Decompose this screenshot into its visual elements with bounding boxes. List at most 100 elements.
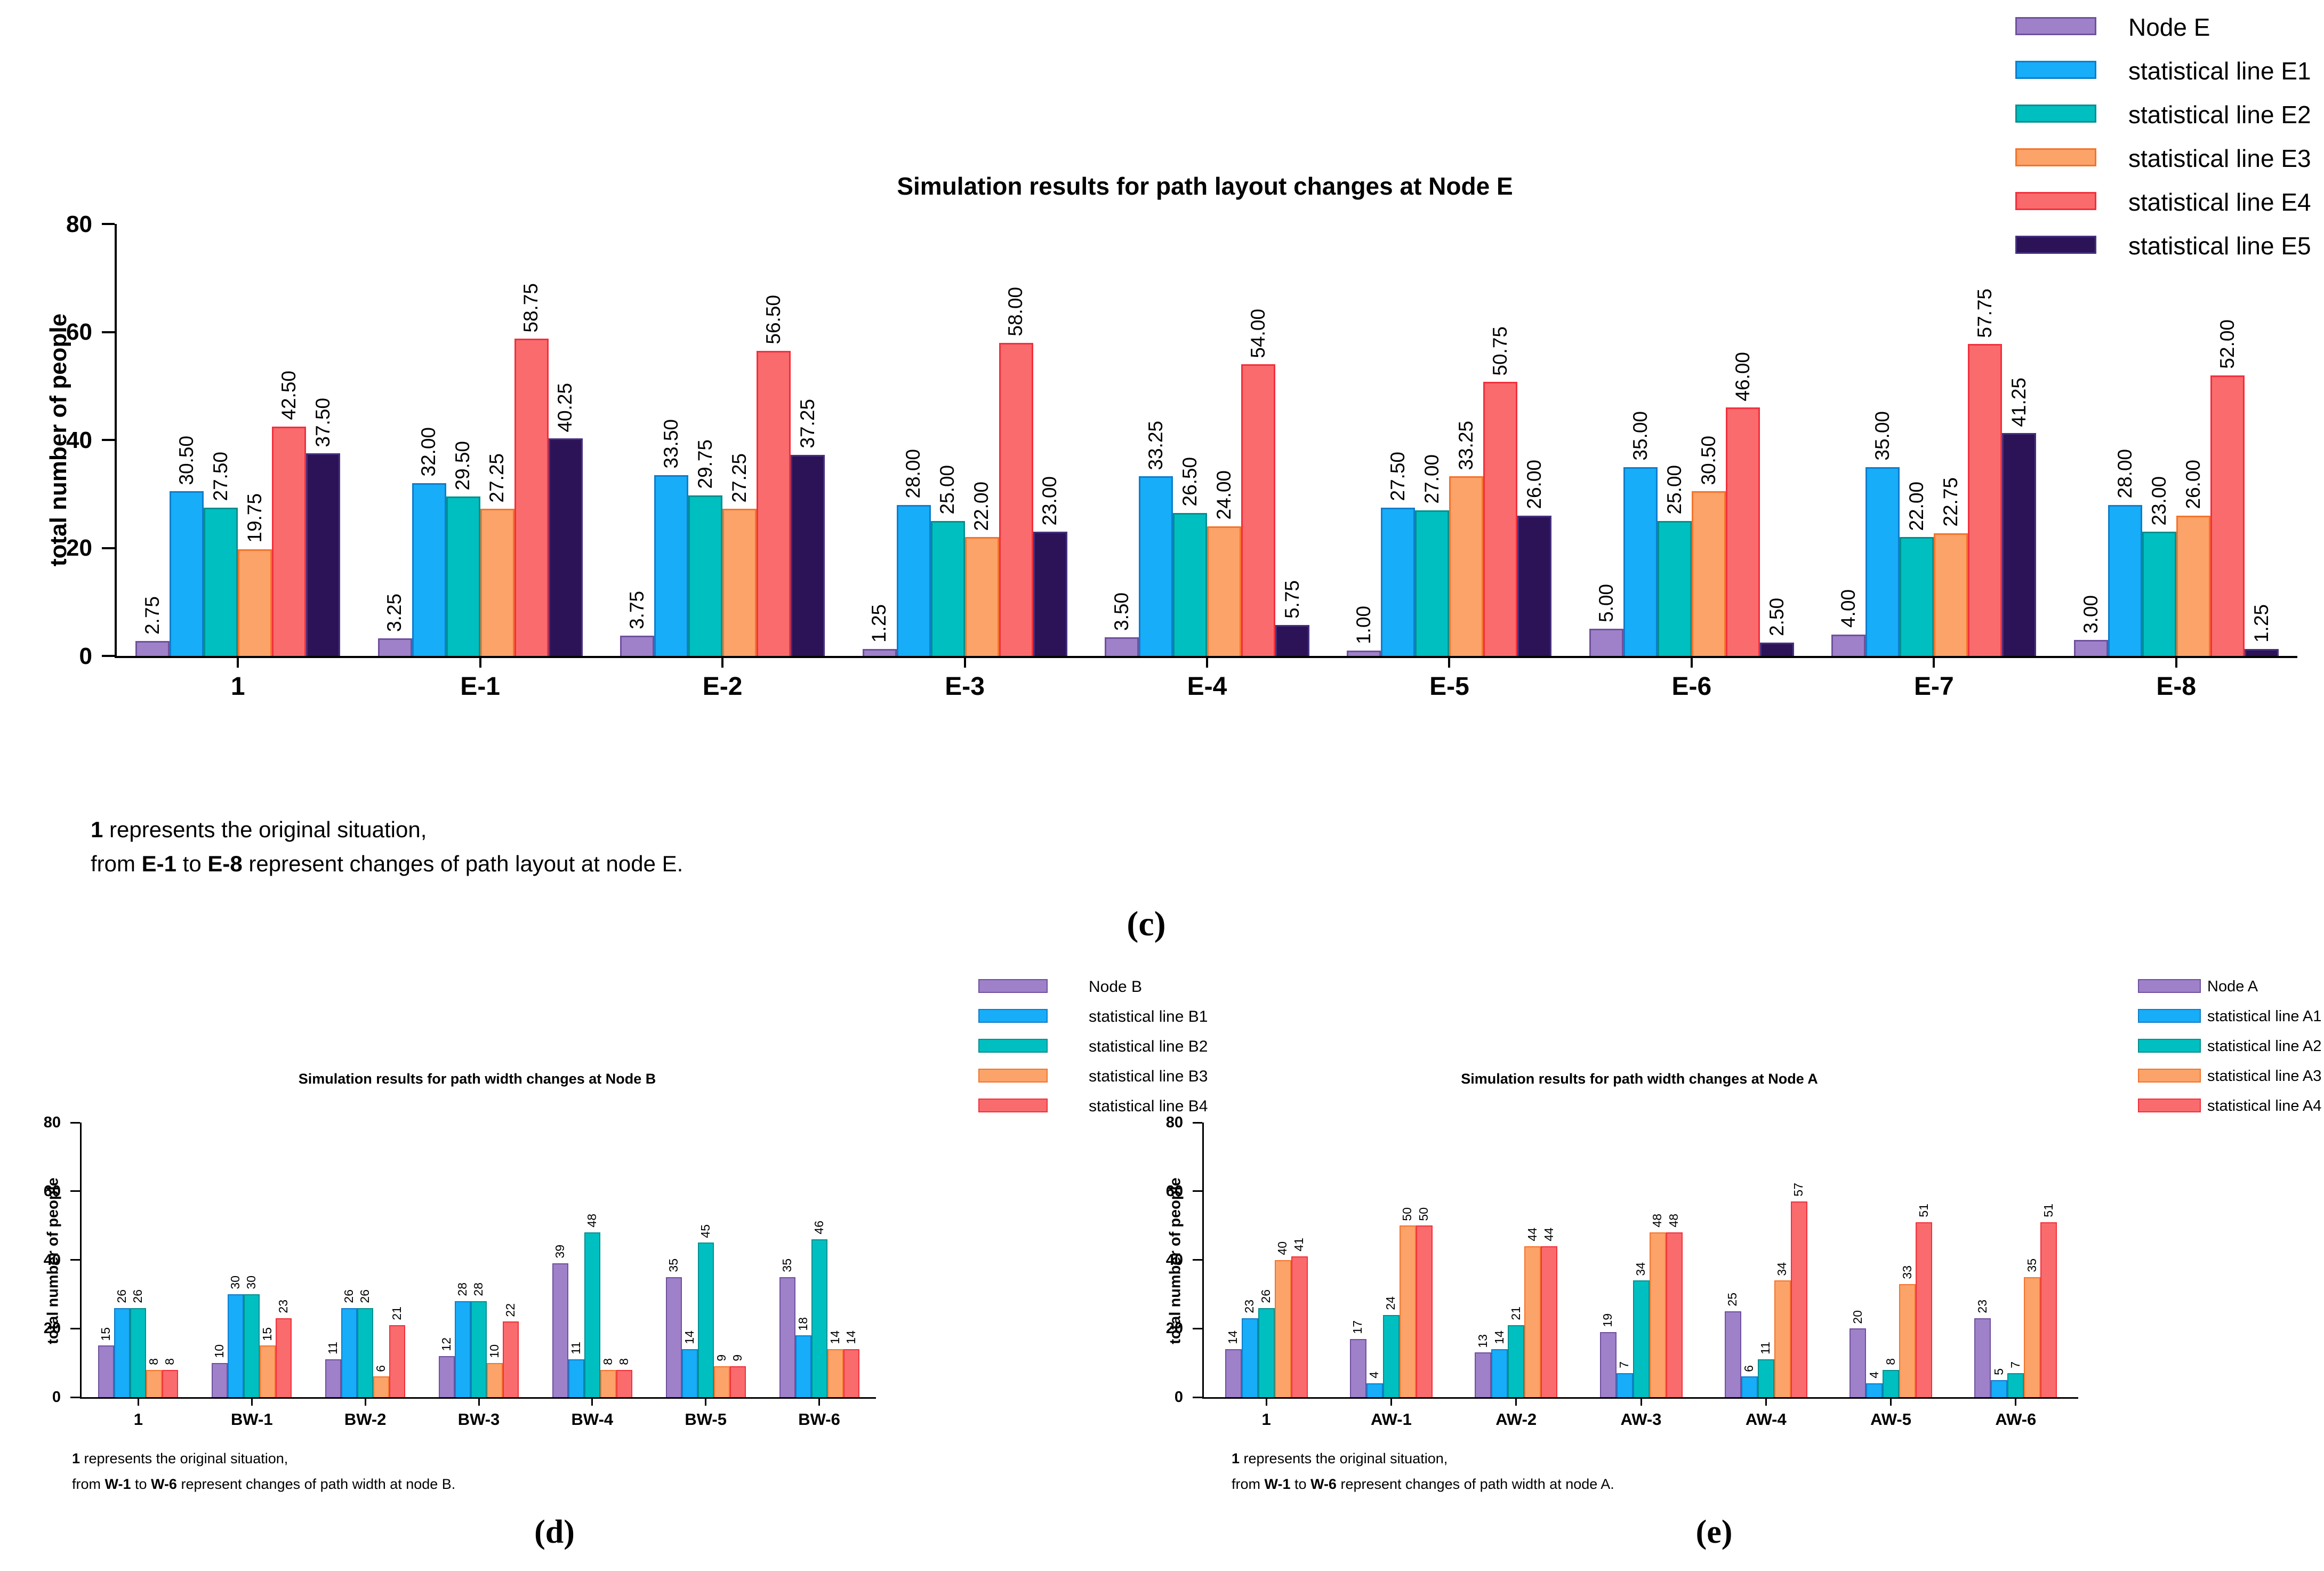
x-axis-tick bbox=[1690, 656, 1693, 668]
legend-swatch bbox=[978, 1069, 1048, 1083]
footnote-segment: from bbox=[72, 1476, 105, 1492]
bar-value-label: 26 bbox=[131, 1289, 145, 1303]
bar-value-label: 8 bbox=[616, 1358, 631, 1365]
bar-value-label: 10 bbox=[212, 1344, 227, 1358]
bar bbox=[654, 475, 689, 656]
category-label: E-2 bbox=[702, 672, 743, 701]
legend-swatch bbox=[2015, 61, 2096, 79]
bar-value-label: 14 bbox=[827, 1330, 842, 1344]
bar-value-label: 22 bbox=[503, 1303, 518, 1317]
bar bbox=[665, 1277, 682, 1397]
x-axis-tick bbox=[591, 1397, 593, 1406]
y-axis-tick-label: 80 bbox=[1165, 1114, 1183, 1132]
bar-value-label: 14 bbox=[1492, 1330, 1506, 1344]
y-axis-tick bbox=[1193, 1259, 1202, 1261]
bar bbox=[1517, 515, 1552, 656]
y-axis-tick bbox=[1193, 1190, 1202, 1192]
bar-value-label: 15 bbox=[260, 1327, 275, 1341]
bar-value-label: 26 bbox=[342, 1289, 356, 1303]
bar bbox=[811, 1239, 827, 1397]
footnote-segment: represents the original situation, bbox=[80, 1450, 288, 1466]
bar bbox=[795, 1335, 811, 1397]
y-axis-tick-label: 40 bbox=[43, 1251, 61, 1269]
bar bbox=[1366, 1383, 1383, 1397]
category-label: 1 bbox=[133, 1410, 143, 1429]
bar bbox=[2024, 1277, 2041, 1397]
legend-swatch bbox=[978, 1009, 1048, 1023]
bar bbox=[162, 1369, 179, 1397]
legend-swatch bbox=[978, 979, 1048, 993]
y-axis-tick bbox=[102, 331, 115, 333]
x-axis-tick bbox=[963, 656, 966, 668]
chart-footnote: 1 represents the original situation, bbox=[72, 1452, 288, 1466]
chart-footnote: 1 represents the original situation, bbox=[91, 819, 427, 841]
bar-value-label: 34 bbox=[1634, 1262, 1648, 1276]
bar-value-label: 35.00 bbox=[1629, 411, 1651, 461]
bar-value-label: 50.75 bbox=[1489, 326, 1511, 376]
bar-value-label: 10 bbox=[487, 1344, 502, 1358]
bar bbox=[1666, 1232, 1683, 1397]
bar bbox=[1974, 1318, 1991, 1397]
bar bbox=[1589, 629, 1623, 656]
bar bbox=[896, 504, 931, 656]
bar-value-label: 26 bbox=[1259, 1289, 1273, 1303]
category-label: AW-2 bbox=[1495, 1410, 1537, 1429]
bar bbox=[439, 1356, 455, 1397]
bar-value-label: 33 bbox=[1900, 1265, 1914, 1279]
bar bbox=[757, 350, 791, 656]
plot-area-e: 0 20 40 60 80 1 14 23 26 40 41 AW-1 17 4 24 50 50 AW-2 13 1… bbox=[1166, 1115, 2078, 1428]
legend-swatch bbox=[978, 1039, 1048, 1053]
bar bbox=[843, 1349, 859, 1397]
bar bbox=[1649, 1232, 1666, 1397]
bar-value-label: 24 bbox=[1384, 1296, 1398, 1310]
chart-c-title: Simulation results for path layout chang… bbox=[897, 172, 1513, 200]
bar bbox=[1241, 364, 1275, 656]
footnote-segment: W-6 bbox=[151, 1476, 177, 1492]
bar-value-label: 15 bbox=[99, 1327, 113, 1341]
plot-area-c: 0 20 40 60 80 1 2.75 30.50 27.50 19.75 42.50 37.50 E… bbox=[66, 212, 2297, 700]
bar bbox=[964, 537, 999, 656]
bar-value-label: 34 bbox=[1775, 1262, 1789, 1276]
bar-value-label: 37.25 bbox=[796, 399, 818, 448]
bar-value-label: 23.00 bbox=[1039, 476, 1061, 526]
bar bbox=[1173, 512, 1207, 656]
bar-value-label: 27.00 bbox=[1421, 454, 1443, 504]
legend-swatch bbox=[2015, 192, 2096, 210]
bar-value-label: 4.00 bbox=[1837, 589, 1860, 628]
bar-value-label: 11 bbox=[1758, 1342, 1773, 1355]
bar bbox=[98, 1345, 115, 1397]
bar bbox=[1831, 634, 1866, 656]
bar-value-label: 37.50 bbox=[311, 397, 334, 447]
bar bbox=[135, 641, 170, 656]
legend-label: statistical line E3 bbox=[2128, 145, 2311, 173]
legend-label: Node B bbox=[1089, 977, 1143, 996]
bar bbox=[568, 1359, 584, 1397]
legend-label: statistical line A2 bbox=[2207, 1037, 2322, 1055]
y-axis-tick-label: 60 bbox=[66, 319, 92, 346]
category-label: AW-5 bbox=[1870, 1410, 1911, 1429]
bar bbox=[1599, 1332, 1617, 1397]
bar-value-label: 23.00 bbox=[2148, 476, 2170, 526]
bar-value-label: 2.50 bbox=[1765, 597, 1788, 636]
bar bbox=[999, 342, 1033, 656]
bar-value-label: 14 bbox=[682, 1330, 696, 1344]
bar bbox=[827, 1349, 843, 1397]
bar bbox=[1349, 1338, 1366, 1397]
bar-value-label: 44 bbox=[1525, 1228, 1539, 1241]
bar-value-label: 26.00 bbox=[2182, 460, 2204, 509]
category-label: E-4 bbox=[1187, 672, 1227, 701]
legend-swatch bbox=[978, 1099, 1048, 1112]
plot-area-d: 0 20 40 60 80 1 15 26 26 8 8 BW-1 10 30 30 15 23 BW-2 11 26… bbox=[44, 1115, 876, 1428]
bar-value-label: 33.50 bbox=[660, 419, 682, 469]
bar-value-label: 35 bbox=[2024, 1259, 2039, 1272]
bar bbox=[1866, 1383, 1883, 1397]
bar-value-label: 58.00 bbox=[1004, 287, 1027, 336]
bar bbox=[480, 509, 514, 656]
bar bbox=[1449, 476, 1484, 656]
bar bbox=[1725, 407, 1760, 656]
bar-value-label: 50 bbox=[1400, 1207, 1414, 1221]
bar-value-label: 32.00 bbox=[417, 427, 440, 477]
bar bbox=[548, 438, 583, 656]
bar bbox=[238, 549, 272, 656]
